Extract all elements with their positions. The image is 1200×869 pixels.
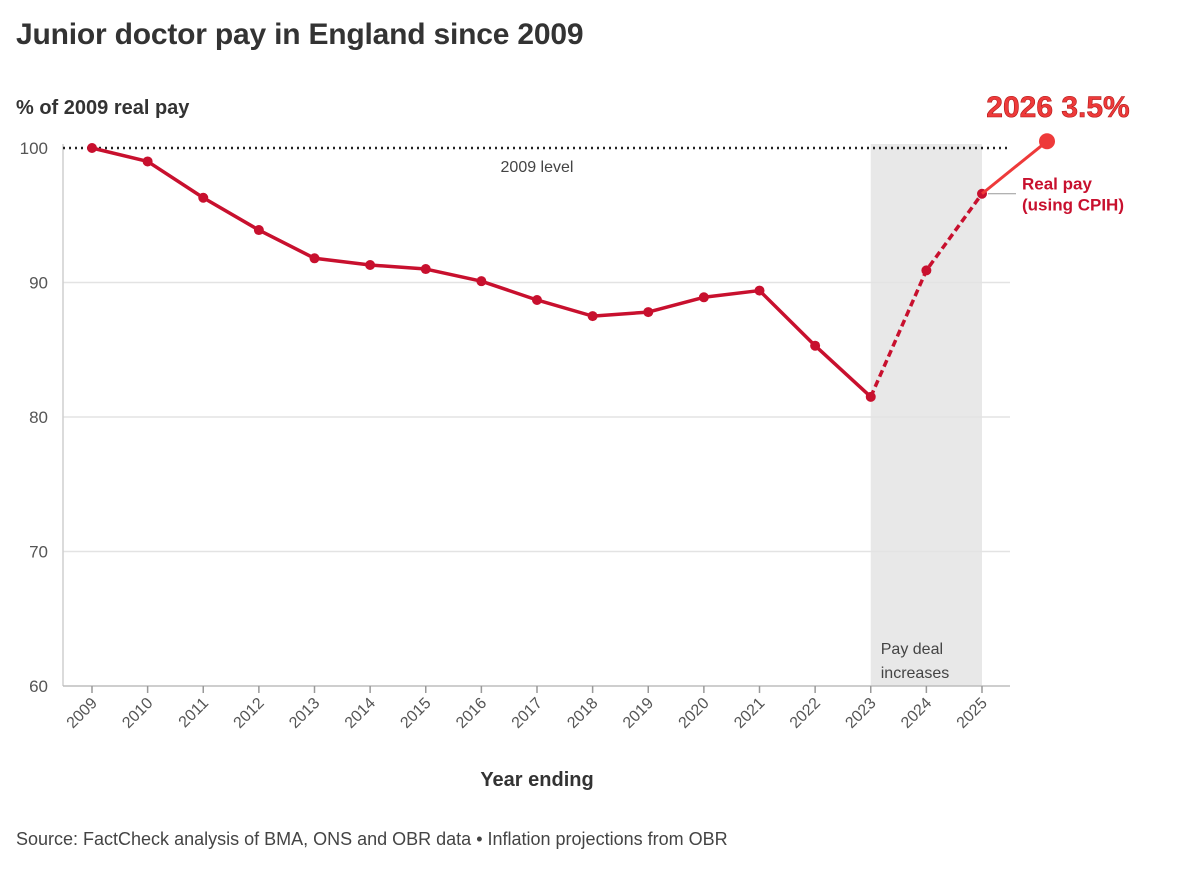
- x-tick-label: 2017: [509, 695, 546, 732]
- y-tick-label: 60: [29, 677, 48, 696]
- data-point: [198, 192, 209, 203]
- data-point: [865, 391, 876, 402]
- series-label: Real pay: [1022, 175, 1092, 194]
- x-tick-label: 2015: [397, 695, 434, 732]
- x-tick-label: 2023: [842, 695, 879, 732]
- data-point: [142, 156, 153, 167]
- x-tick-label: 2011: [176, 695, 212, 731]
- annotation-callout: 2026 3.5%: [986, 91, 1129, 124]
- data-point: [810, 340, 821, 351]
- data-point: [476, 276, 487, 287]
- data-point: [532, 294, 542, 305]
- chart-title: Junior doctor pay in England since 2009: [16, 18, 584, 51]
- y-tick-label: 100: [20, 139, 48, 158]
- y-tick-label: 90: [29, 274, 48, 293]
- x-tick-label: 2018: [564, 695, 601, 732]
- x-axis-title: Year ending: [480, 769, 593, 791]
- x-tick-label: 2014: [342, 695, 379, 732]
- data-point: [365, 260, 376, 271]
- data-point: [309, 253, 320, 264]
- data-point: [253, 225, 264, 236]
- data-point: [921, 265, 932, 276]
- data-point: [643, 307, 654, 318]
- x-tick-label: 2020: [676, 695, 713, 732]
- x-tick-label: 2022: [787, 695, 824, 732]
- x-tick-label: 2024: [898, 695, 935, 732]
- x-tick-label: 2010: [119, 695, 156, 732]
- y-axis-title: % of 2009 real pay: [16, 97, 190, 119]
- source-note: Source: FactCheck analysis of BMA, ONS a…: [16, 829, 728, 849]
- data-point: [420, 264, 431, 275]
- x-tick-label: 2012: [231, 695, 268, 732]
- reference-line-label: 2009 level: [501, 159, 574, 176]
- y-tick-label: 70: [29, 543, 48, 562]
- data-point: [87, 143, 97, 153]
- data-point: [698, 292, 709, 303]
- annotation-line: [981, 140, 1048, 195]
- x-tick-label: 2016: [453, 695, 490, 732]
- shaded-region-label: Pay deal: [881, 641, 943, 658]
- shaded-region: [870, 144, 982, 686]
- x-tick-label: 2013: [286, 695, 323, 732]
- shaded-region-label: increases: [881, 665, 949, 682]
- series-label: (using CPIH): [1022, 196, 1124, 215]
- y-tick-label: 80: [29, 408, 48, 427]
- x-tick-label: 2021: [731, 695, 768, 732]
- series-line-actual: [91, 146, 872, 399]
- x-tick-label: 2019: [620, 695, 657, 732]
- data-point: [587, 311, 598, 322]
- annotation-point: [1039, 133, 1055, 150]
- x-tick-label: 2009: [64, 695, 101, 732]
- x-tick-label: 2025: [954, 695, 991, 732]
- data-point: [754, 285, 765, 296]
